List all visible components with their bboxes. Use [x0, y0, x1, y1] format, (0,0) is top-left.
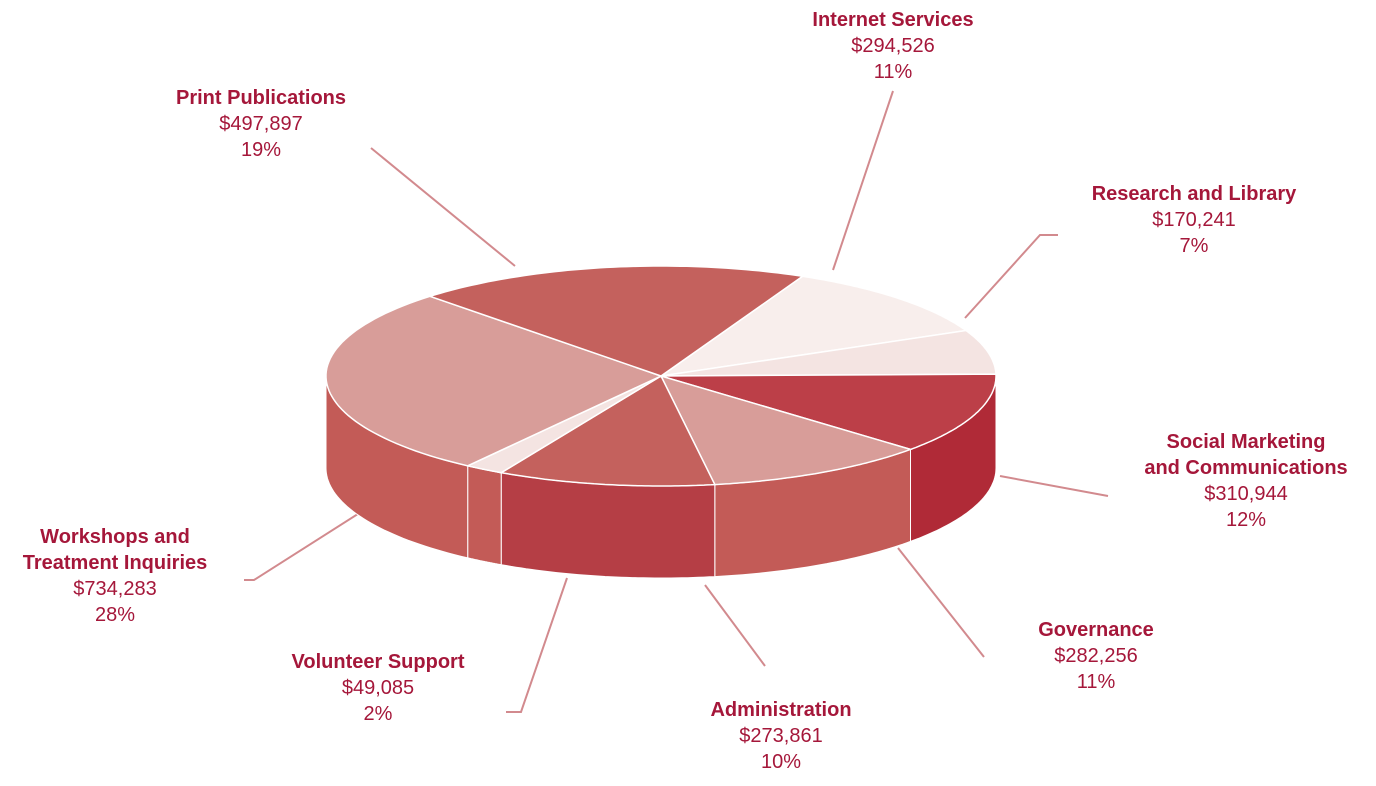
label-name-line: Internet Services	[812, 9, 974, 31]
pie-slice-side	[500, 472, 716, 579]
label-name-line: Social Marketing	[1166, 431, 1326, 453]
pie-slice	[660, 275, 968, 377]
label-name: Volunteer Support	[292, 649, 465, 675]
label-name-line: Print Publications	[175, 87, 347, 109]
leader-line	[832, 90, 894, 271]
pie-slice	[465, 375, 662, 474]
leader-line	[370, 147, 516, 267]
leader-line	[999, 475, 1109, 497]
label-name-line: Treatment Inquiries	[22, 552, 208, 574]
label-name: Social Marketing and Communications	[1144, 429, 1347, 481]
pie-slice	[325, 295, 664, 467]
label-workshops-and-treatment: Workshops and Treatment Inquiries $734,2…	[23, 524, 208, 628]
label-percent: 12%	[1225, 509, 1267, 531]
label-print-publications: Print Publications $497,897 19%	[176, 85, 346, 163]
label-amount: $734,283	[73, 578, 157, 600]
label-research-and-library: Research and Library $170,241 7%	[1092, 181, 1297, 259]
label-name: Administration	[710, 697, 851, 723]
leader-line	[704, 584, 766, 667]
leader-line	[964, 234, 1058, 319]
label-name: Workshops and Treatment Inquiries	[23, 524, 208, 576]
label-social-marketing: Social Marketing and Communications $310…	[1144, 429, 1347, 533]
label-amount: $294,526	[851, 35, 935, 57]
label-internet-services: Internet Services $294,526 11%	[812, 7, 973, 85]
label-volunteer-support: Volunteer Support $49,085 2%	[292, 649, 465, 727]
pie-side-faces	[325, 375, 997, 579]
label-amount: $49,085	[341, 677, 415, 699]
label-percent: 28%	[94, 604, 136, 626]
pie-slice	[427, 265, 805, 377]
label-percent: 19%	[240, 139, 282, 161]
label-amount: $170,241	[1152, 209, 1236, 231]
label-amount: $497,897	[219, 113, 303, 135]
pie-slice	[660, 373, 997, 451]
label-governance: Governance $282,256 11%	[1038, 617, 1154, 695]
pie-slice	[660, 329, 997, 377]
pie-slice	[499, 374, 716, 487]
label-amount: $310,944	[1204, 483, 1288, 505]
pie-slice	[659, 374, 913, 486]
pie-top-faces	[325, 265, 997, 487]
label-percent: 11%	[873, 61, 913, 83]
label-name-line: Volunteer Support	[291, 651, 465, 673]
label-name-line: Workshops and	[40, 526, 190, 548]
label-administration: Administration $273,861 10%	[710, 697, 851, 775]
label-name-line: and Communications	[1144, 457, 1348, 479]
pie-slice-side	[467, 465, 502, 566]
leader-line	[506, 577, 568, 713]
leader-line	[244, 504, 373, 581]
leader-lines	[244, 90, 1109, 713]
label-name-line: Administration	[710, 699, 852, 721]
label-percent: 7%	[1179, 235, 1209, 257]
label-amount: $273,861	[739, 725, 823, 747]
label-percent: 2%	[363, 703, 393, 725]
label-name-line: Governance	[1038, 619, 1154, 641]
label-percent: 10%	[760, 751, 802, 773]
label-amount: $282,256	[1054, 645, 1138, 667]
label-name: Print Publications	[176, 85, 346, 111]
label-name: Research and Library	[1092, 181, 1297, 207]
leader-line	[897, 547, 985, 658]
label-name: Internet Services	[812, 7, 973, 33]
label-name: Governance	[1038, 617, 1154, 643]
label-name-line: Research and Library	[1091, 183, 1297, 205]
label-percent: 11%	[1076, 671, 1116, 693]
